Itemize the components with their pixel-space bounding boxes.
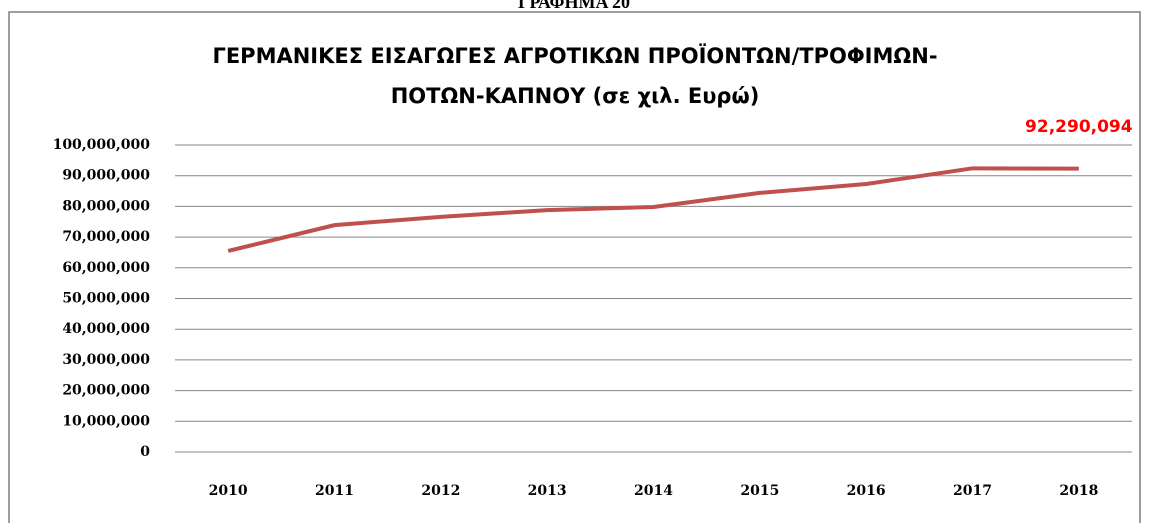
chart-title: ΠΟΤΩΝ-ΚΑΠΝΟΥ (σε χιλ. Ευρώ) xyxy=(391,84,760,108)
y-tick-label: 30,000,000 xyxy=(62,352,150,368)
line-series xyxy=(227,166,1079,253)
y-tick-label: 50,000,000 xyxy=(62,291,150,307)
x-tick-label: 2011 xyxy=(315,483,354,499)
y-tick-label: 100,000,000 xyxy=(53,137,151,153)
y-tick-label: 10,000,000 xyxy=(62,413,150,429)
y-tick-label: 70,000,000 xyxy=(62,229,150,245)
y-tick-label: 60,000,000 xyxy=(62,260,150,276)
y-tick-label: 90,000,000 xyxy=(62,168,150,184)
x-tick-label: 2014 xyxy=(634,483,673,499)
x-tick-label: 2017 xyxy=(953,483,992,499)
y-tick-label: 0 xyxy=(140,444,150,460)
y-tick-label: 40,000,000 xyxy=(62,321,150,337)
x-tick-label: 2013 xyxy=(528,483,567,499)
x-tick-label: 2016 xyxy=(847,483,886,499)
data-label: 92,290,094 xyxy=(1025,117,1133,137)
y-tick-label: 80,000,000 xyxy=(62,198,150,214)
x-tick-label: 2018 xyxy=(1059,483,1098,499)
x-tick-label: 2010 xyxy=(209,483,248,499)
y-tick-label: 20,000,000 xyxy=(62,383,150,399)
header: ΓΡΑΦΗΜΑ 20 xyxy=(518,0,630,12)
x-tick-label: 2012 xyxy=(421,483,460,499)
x-tick-label: 2015 xyxy=(740,483,779,499)
chart-title: ΓΕΡΜΑΝΙΚΕΣ ΕΙΣΑΓΩΓΕΣ ΑΓΡΟΤΙΚΩΝ ΠΡΟΪΟΝΤΩΝ… xyxy=(212,43,937,68)
